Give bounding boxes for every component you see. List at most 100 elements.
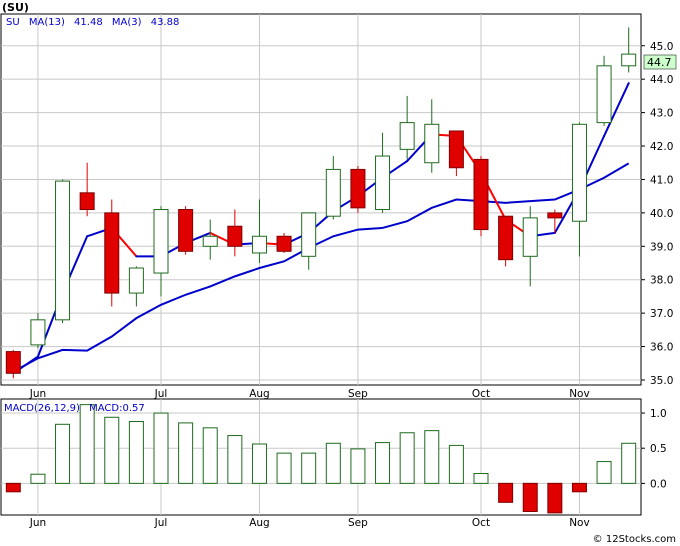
price-x-axis: Jun Jul Aug Sep Oct Nov: [29, 388, 590, 400]
candle-body: [375, 155, 391, 211]
macd-legend: MACD(26,12,9) MACD:0.57: [4, 403, 145, 414]
macd-x-tick-label: Jul: [154, 517, 168, 529]
legend-ma13-value: 41.48: [74, 17, 103, 28]
price-x-tick-label: Sep: [348, 388, 368, 400]
macd-bar: [325, 442, 341, 484]
macd-y-tick-label: 0.5: [650, 443, 667, 455]
macd-y-axis: 0.0 0.5 1.0: [641, 408, 667, 490]
macd-bar: [276, 452, 292, 484]
macd-bar: [251, 443, 267, 484]
macd-x-tick-label: Nov: [569, 517, 590, 529]
candles: [5, 27, 637, 379]
macd-x-tick-label: Sep: [348, 517, 368, 529]
candle-body: [522, 217, 538, 257]
macd-bar: [128, 420, 144, 484]
candle-body: [104, 212, 120, 294]
legend-symbol: SU: [6, 17, 20, 28]
candle-body: [55, 180, 71, 321]
macd-panel: 0.0 0.5 1.0 Jun Jul Aug Sep Oct Nov MACD(26,12,…: [0, 398, 667, 529]
ma3-segment: [603, 82, 630, 137]
macd-bar: [104, 416, 120, 484]
price-x-tick-label: Aug: [249, 388, 270, 400]
macd-x-tick-label: Aug: [249, 517, 270, 529]
macd-y-tick-label: 0.0: [650, 478, 667, 490]
candle-body: [227, 225, 243, 247]
price-y-tick-label: 37.0: [650, 308, 673, 320]
candle-body: [79, 192, 95, 211]
candle-body: [498, 215, 514, 261]
macd-bar: [79, 404, 95, 484]
price-y-axis: 35.0 36.0 37.0 38.0 39.0 40.0 41.0 42.0 43.0 44.0…: [641, 41, 673, 387]
candle-body: [251, 235, 267, 254]
macd-bar: [227, 435, 243, 484]
candle-body: [350, 168, 366, 209]
macd-legend-value: MACD:0.57: [89, 403, 145, 414]
price-y-tick-label: 41.0: [650, 174, 673, 186]
macd-bar: [55, 423, 71, 484]
macd-plot-frame: [0, 398, 642, 516]
macd-bar: [473, 473, 489, 484]
legend-ma13-label: MA(13): [29, 17, 65, 28]
macd-bar: [399, 432, 415, 484]
legend-ma3-label: MA(3): [112, 17, 142, 28]
price-y-tick-label: 45.0: [650, 41, 673, 53]
ma13-line: [12, 162, 630, 373]
price-panel: 35.0 36.0 37.0 38.0 39.0 40.0 41.0 42.0 43.0 44.0…: [0, 1, 677, 400]
candle-body: [128, 267, 144, 294]
macd-bar: [547, 482, 563, 514]
price-x-tick-label: Jun: [29, 388, 46, 400]
macd-bar: [178, 422, 194, 484]
legend-ma3-value: 43.88: [151, 17, 180, 28]
macd-y-tick-label: 1.0: [650, 408, 667, 420]
price-y-tick-label: 43.0: [650, 108, 673, 120]
macd-bar: [153, 412, 169, 484]
candle-body: [202, 235, 218, 247]
macd-bar: [448, 444, 464, 484]
price-x-tick-label: Oct: [472, 388, 490, 400]
price-x-tick-label: Jul: [154, 388, 168, 400]
macd-bar: [30, 473, 46, 484]
price-y-tick-label: 40.0: [650, 208, 673, 220]
macd-bar: [375, 442, 391, 484]
candle-body: [596, 65, 612, 124]
macd-x-tick-label: Oct: [472, 517, 490, 529]
macd-x-tick-label: Jun: [29, 517, 46, 529]
macd-legend-label: MACD(26,12,9): [4, 403, 80, 414]
price-plot-frame: [0, 13, 642, 386]
macd-bar: [522, 482, 538, 512]
price-y-tick-label: 38.0: [650, 275, 673, 287]
macd-bars: [5, 404, 637, 514]
price-x-tick-label: Nov: [569, 388, 590, 400]
candle-body: [301, 212, 317, 257]
price-y-tick-label: 39.0: [650, 241, 673, 253]
price-y-tick-label: 36.0: [650, 342, 673, 354]
last-price-badge: 44.7: [647, 56, 672, 69]
macd-bar: [498, 482, 514, 503]
candle-body: [153, 209, 169, 274]
candle-body: [276, 235, 292, 252]
macd-bar: [301, 452, 317, 484]
moving-averages: [12, 82, 630, 375]
candle-body: [325, 168, 341, 217]
macd-x-axis: Jun Jul Aug Sep Oct Nov: [29, 517, 590, 529]
price-y-tick-label: 35.0: [650, 375, 673, 387]
candle-body: [5, 351, 21, 374]
price-y-tick-label: 42.0: [650, 141, 673, 153]
macd-bar: [5, 482, 21, 493]
macd-bar: [596, 461, 612, 484]
candle-body: [571, 123, 587, 222]
macd-bar: [350, 448, 366, 484]
chart-title: (SU): [2, 1, 29, 14]
candle-body: [547, 212, 563, 219]
candle-body: [424, 123, 440, 164]
candle-body: [473, 158, 489, 231]
macd-bar: [571, 482, 587, 493]
candle-body: [399, 122, 415, 150]
last-price-badge-box: [643, 54, 677, 70]
macd-bar: [621, 442, 637, 484]
macd-bar: [424, 430, 440, 484]
price-y-tick-label: 44.0: [650, 74, 673, 86]
price-legend: SU MA(13) 41.48 MA(3) 43.88: [6, 17, 179, 28]
candle-body: [178, 209, 194, 252]
